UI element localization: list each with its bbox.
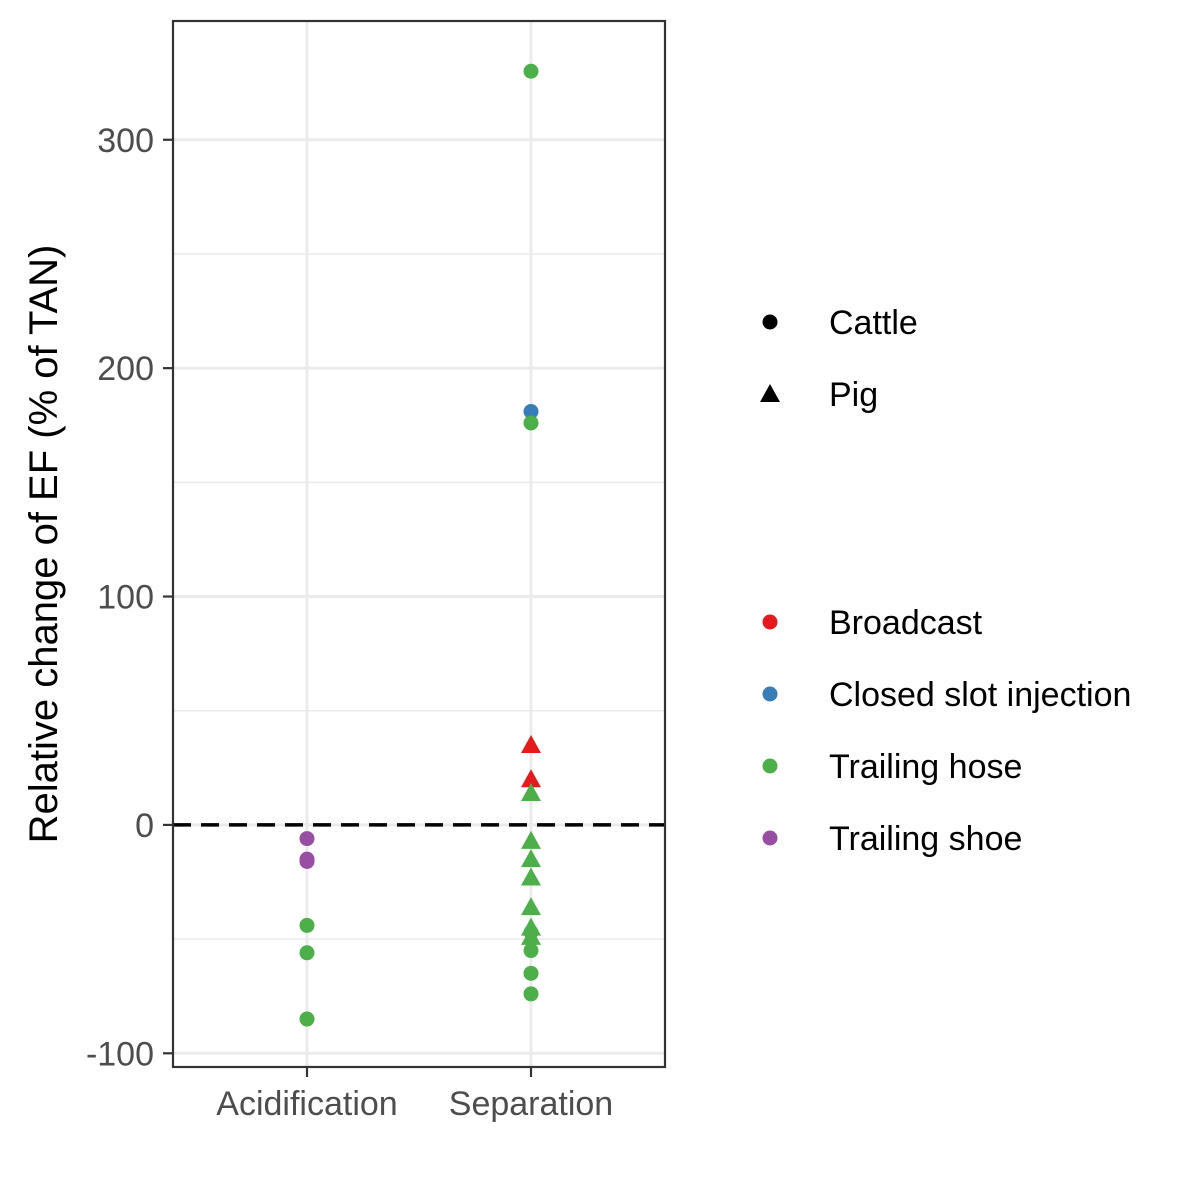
legend-key-color (762, 614, 778, 630)
legend-label: Pig (829, 376, 878, 414)
data-point-circle (523, 63, 539, 79)
y-tick-label: 300 (97, 122, 154, 160)
plot-panel (171, 19, 667, 1069)
data-point-circle (299, 945, 315, 961)
legend-label: Trailing hose (829, 748, 1022, 786)
legend-key-circle (762, 314, 778, 330)
y-tick-label: 100 (97, 579, 154, 617)
major-gridlines (173, 21, 665, 1067)
legend-label: Broadcast (829, 604, 983, 642)
legend-key-triangle (760, 384, 780, 402)
data-point-circle (299, 917, 315, 933)
data-point-circle (523, 415, 539, 431)
minor-gridlines (173, 253, 665, 940)
data-point-triangle (521, 867, 541, 886)
x-tick-label: Acidification (216, 1085, 397, 1123)
data-point-circle (299, 853, 315, 869)
data-points (299, 63, 541, 1027)
data-point-triangle (521, 830, 541, 849)
shape-legend: Cattle Pig (760, 304, 918, 414)
data-point-triangle (521, 849, 541, 868)
y-axis-title: Relative change of EF (% of TAN) (22, 245, 66, 844)
legend-label: Cattle (829, 304, 918, 342)
data-point-circle (523, 404, 539, 420)
data-point-circle (299, 1011, 315, 1027)
data-point-circle (523, 924, 539, 940)
legend-key-color (762, 758, 778, 774)
y-axis: -100 0 100 200 300 (86, 122, 173, 1073)
data-point-circle (523, 986, 539, 1002)
color-legend: Broadcast Closed slot injection Trailing h… (762, 604, 1131, 858)
legend-key-color (762, 830, 778, 846)
data-point-triangle (521, 769, 541, 788)
data-point-circle (523, 965, 539, 981)
data-point-triangle (521, 734, 541, 753)
data-point-circle (299, 831, 315, 847)
panel-background (173, 21, 665, 1067)
panel-border (171, 19, 667, 1069)
legend-label: Closed slot injection (829, 676, 1131, 714)
x-axis: Acidification Separation (216, 1067, 613, 1123)
data-point-triangle (521, 782, 541, 801)
y-tick-label: 0 (135, 807, 154, 845)
data-point-circle (523, 943, 539, 959)
y-tick-label: 200 (97, 350, 154, 388)
legend-key-color (762, 686, 778, 702)
x-tick-label: Separation (449, 1085, 613, 1123)
legend-label: Trailing shoe (829, 820, 1022, 858)
y-tick-label: -100 (86, 1035, 154, 1073)
data-point-triangle (521, 897, 541, 916)
